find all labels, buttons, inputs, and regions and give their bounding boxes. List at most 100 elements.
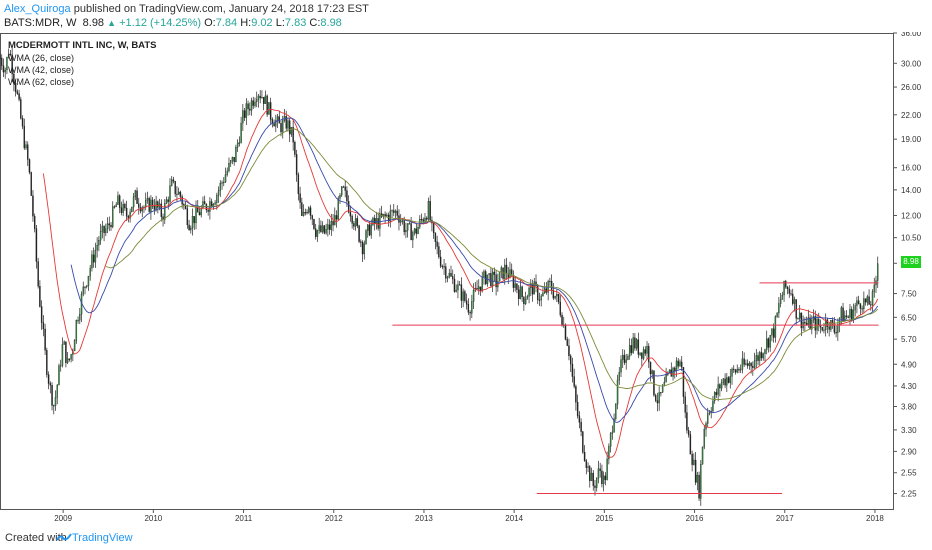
candle-body bbox=[694, 459, 697, 483]
candle-body bbox=[399, 220, 402, 223]
legend-item-wma42[interactable]: WMA (42, close) bbox=[8, 65, 75, 75]
candle-body bbox=[129, 211, 131, 219]
candle-body bbox=[217, 190, 220, 196]
candle-body bbox=[146, 198, 149, 201]
candle-body bbox=[741, 358, 744, 370]
y-tick-label: 2.55 bbox=[901, 469, 917, 478]
candle-body bbox=[223, 181, 225, 184]
candle-body bbox=[113, 206, 116, 208]
candle-body bbox=[526, 296, 529, 300]
price-chart[interactable]: 36.00 30.00 26.00 22.00 19.00 16.00 14.00 12.00… bbox=[0, 32, 932, 528]
candle-body bbox=[264, 95, 267, 104]
candle-body bbox=[377, 218, 379, 229]
candle-body bbox=[821, 327, 823, 331]
candle-body bbox=[537, 285, 539, 300]
candle-body bbox=[750, 363, 752, 367]
candle-body bbox=[507, 273, 509, 278]
candle-body bbox=[452, 276, 454, 280]
candle-body bbox=[160, 203, 163, 217]
candle-body bbox=[417, 226, 419, 234]
candle-body bbox=[436, 241, 438, 247]
candle-body bbox=[746, 363, 749, 366]
candle-body bbox=[299, 193, 301, 203]
tradingview-link[interactable]: TradingView bbox=[72, 532, 133, 544]
close-label: C: bbox=[309, 17, 321, 29]
candle-body bbox=[249, 108, 251, 111]
candle-body bbox=[653, 370, 655, 396]
candle-body bbox=[321, 225, 324, 232]
candle-body bbox=[484, 271, 487, 285]
y-tick-label: 2.25 bbox=[901, 490, 917, 499]
y-tick-label: 5.70 bbox=[901, 335, 917, 344]
candle-body bbox=[677, 360, 679, 367]
candle-body bbox=[505, 264, 508, 274]
candle-body bbox=[30, 172, 32, 196]
candle-body bbox=[221, 182, 223, 184]
wma-line-62 bbox=[105, 128, 879, 401]
candle-body bbox=[37, 261, 39, 287]
candle-body bbox=[458, 284, 461, 286]
y-tick-label: 19.00 bbox=[901, 135, 922, 144]
candle-body bbox=[420, 219, 423, 221]
candle-body bbox=[698, 474, 700, 499]
candle-body bbox=[611, 431, 614, 434]
candle-body bbox=[118, 195, 121, 208]
candle-body bbox=[852, 309, 855, 321]
candle-body bbox=[576, 402, 579, 416]
candle-body bbox=[405, 230, 407, 233]
legend-item-wma62[interactable]: WMA (62, close) bbox=[8, 77, 75, 87]
candle-body bbox=[105, 228, 107, 234]
candle-body bbox=[861, 308, 863, 310]
candle-body bbox=[148, 198, 150, 212]
candle-body bbox=[375, 218, 378, 224]
candle-body bbox=[691, 453, 693, 465]
candle-body bbox=[99, 231, 102, 241]
author-link[interactable]: Alex_Quiroga bbox=[4, 3, 71, 15]
candle-body bbox=[748, 363, 751, 366]
candle-body bbox=[849, 308, 851, 318]
candle-body bbox=[656, 400, 659, 404]
candle-body bbox=[172, 179, 175, 182]
candle-body bbox=[654, 395, 657, 401]
candle-body bbox=[455, 289, 457, 292]
candle-body bbox=[188, 224, 190, 231]
candle-body bbox=[165, 199, 168, 204]
candle-body bbox=[1, 57, 3, 66]
publish-line: Alex_Quiroga published on TradingView.co… bbox=[4, 3, 369, 15]
candle-body bbox=[772, 328, 775, 338]
candle-body bbox=[250, 100, 253, 111]
candle-body bbox=[634, 337, 636, 349]
candle-body bbox=[729, 376, 732, 383]
candle-body bbox=[439, 256, 442, 267]
triangle-up-icon: ▲ bbox=[107, 18, 117, 28]
candle-body bbox=[224, 174, 227, 183]
candle-body bbox=[42, 322, 45, 330]
candle-body bbox=[245, 103, 248, 118]
x-tick-label: 2018 bbox=[866, 514, 884, 523]
candle-body bbox=[342, 186, 345, 188]
candle-body bbox=[833, 323, 836, 333]
candle-body bbox=[306, 212, 308, 214]
candle-body bbox=[571, 363, 574, 377]
open-label: O: bbox=[204, 17, 216, 29]
candle-body bbox=[396, 210, 398, 216]
legend-item-wma26[interactable]: WMA (26, close) bbox=[8, 53, 75, 63]
x-tick-label: 2013 bbox=[415, 514, 433, 523]
candle-body bbox=[739, 368, 742, 371]
candle-body bbox=[786, 286, 789, 290]
y-tick-label: 6.50 bbox=[901, 313, 917, 322]
candle-body bbox=[23, 126, 26, 149]
symbol-line: BATS:MDR, W 8.98 ▲ +1.12 (+14.25%) O:7.8… bbox=[4, 17, 342, 29]
candle-body bbox=[644, 349, 647, 354]
candle-body bbox=[68, 358, 71, 360]
candle-body bbox=[63, 341, 65, 345]
candle-body bbox=[21, 118, 24, 127]
candle-body bbox=[422, 219, 424, 222]
candle-body bbox=[49, 383, 52, 386]
candle-body bbox=[200, 207, 202, 216]
candle-body bbox=[776, 312, 778, 317]
candle-body bbox=[389, 210, 392, 222]
candle-body bbox=[663, 381, 666, 386]
candle-body bbox=[703, 428, 705, 448]
candle-body bbox=[6, 57, 8, 71]
